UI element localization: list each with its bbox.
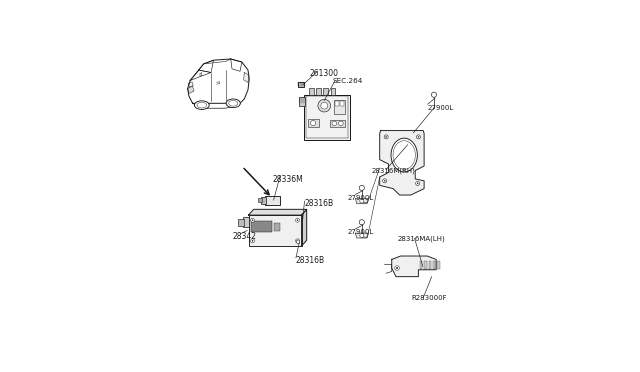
Circle shape <box>431 92 436 97</box>
Bar <box>330 120 345 127</box>
Bar <box>331 89 335 95</box>
Text: 261300: 261300 <box>309 69 339 78</box>
Bar <box>239 219 244 226</box>
Circle shape <box>396 267 398 269</box>
Circle shape <box>395 266 399 270</box>
Text: 28316MA(LH): 28316MA(LH) <box>397 236 445 243</box>
Bar <box>323 89 328 95</box>
Bar <box>335 101 339 106</box>
Bar <box>265 196 280 205</box>
Bar <box>340 101 344 106</box>
Bar <box>306 96 348 138</box>
Ellipse shape <box>226 99 240 108</box>
Text: 27900L: 27900L <box>348 230 374 235</box>
Circle shape <box>383 179 387 183</box>
Circle shape <box>384 180 385 182</box>
Bar <box>248 215 301 246</box>
Polygon shape <box>200 73 202 76</box>
Circle shape <box>321 102 328 109</box>
Circle shape <box>318 99 331 112</box>
Ellipse shape <box>228 100 238 106</box>
Circle shape <box>359 219 364 225</box>
Bar <box>304 95 350 140</box>
Bar <box>420 261 422 269</box>
Circle shape <box>332 121 337 126</box>
Ellipse shape <box>195 101 209 109</box>
Bar <box>274 223 280 231</box>
Circle shape <box>359 185 364 190</box>
Circle shape <box>297 240 298 241</box>
Text: 28336M: 28336M <box>272 175 303 184</box>
Polygon shape <box>188 82 193 87</box>
Bar <box>437 261 440 269</box>
Text: 28316M(RH): 28316M(RH) <box>372 168 415 174</box>
Circle shape <box>415 182 420 185</box>
Polygon shape <box>188 86 194 93</box>
Bar <box>258 198 262 202</box>
Circle shape <box>339 121 343 126</box>
Circle shape <box>252 240 253 241</box>
Circle shape <box>250 239 255 243</box>
Circle shape <box>417 183 418 184</box>
Text: 28316B: 28316B <box>296 256 325 265</box>
Bar <box>243 217 249 227</box>
Bar <box>251 221 272 232</box>
Polygon shape <box>244 73 248 82</box>
Bar <box>334 100 345 114</box>
Text: 28316B: 28316B <box>305 199 333 208</box>
Circle shape <box>250 218 255 222</box>
Bar <box>298 81 304 87</box>
Polygon shape <box>248 209 307 215</box>
Bar <box>424 261 427 269</box>
Circle shape <box>384 135 388 139</box>
Circle shape <box>296 218 300 222</box>
Bar <box>316 89 321 95</box>
Circle shape <box>360 199 364 203</box>
Polygon shape <box>355 233 368 238</box>
Circle shape <box>296 240 300 243</box>
Circle shape <box>297 219 298 221</box>
Text: 27900L: 27900L <box>428 105 454 111</box>
Ellipse shape <box>197 102 207 108</box>
Text: SEC.264: SEC.264 <box>332 78 363 84</box>
Circle shape <box>252 219 253 221</box>
Ellipse shape <box>391 138 417 172</box>
Circle shape <box>417 135 420 139</box>
Bar <box>308 119 319 127</box>
Polygon shape <box>301 209 307 246</box>
Bar <box>429 261 431 269</box>
Circle shape <box>296 239 300 243</box>
Circle shape <box>360 233 364 237</box>
Circle shape <box>418 136 419 137</box>
Bar <box>261 197 266 203</box>
Circle shape <box>310 121 316 126</box>
Polygon shape <box>188 59 249 103</box>
Bar <box>299 97 305 106</box>
Polygon shape <box>380 131 424 195</box>
Polygon shape <box>355 199 368 203</box>
Circle shape <box>385 136 387 137</box>
Ellipse shape <box>393 141 415 169</box>
Bar <box>309 89 314 95</box>
Text: 28342: 28342 <box>233 232 257 241</box>
Text: R283000F: R283000F <box>412 295 447 301</box>
Polygon shape <box>392 256 436 277</box>
Bar <box>433 261 435 269</box>
Text: 27900L: 27900L <box>348 195 374 201</box>
